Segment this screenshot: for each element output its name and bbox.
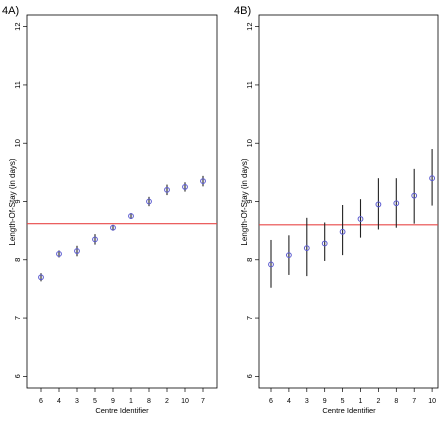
data-point-4a <box>56 251 62 257</box>
y-axis-label-4a: Length-Of-Stay (in days) <box>8 158 17 245</box>
x-tick-label-4a: 6 <box>39 398 43 405</box>
x-axis-label-4a: Centre Identifier <box>95 406 149 415</box>
data-point-4b <box>303 245 310 252</box>
x-tick-label-4b: 10 <box>428 398 436 405</box>
plot-frame-4a <box>26 14 218 389</box>
y-tick-label-4a: 12 <box>13 22 22 30</box>
data-point-4b <box>321 240 328 247</box>
y-tick-label-4b: 12 <box>245 22 254 30</box>
data-point-4a <box>92 236 98 243</box>
panel-label-4a: 4A) <box>2 5 19 17</box>
data-point-4a <box>200 178 206 185</box>
y-tick-label-4a: 7 <box>13 316 22 320</box>
data-point-4a <box>74 248 80 254</box>
x-tick-label-4b: 5 <box>341 398 345 405</box>
y-tick-label-4b: 10 <box>245 139 254 147</box>
y-axis-label-4b: Length-Of-Stay (in days) <box>240 158 249 245</box>
x-tick-label-4b: 4 <box>287 398 291 405</box>
data-point-4a <box>164 186 170 193</box>
marks-4a: 6 7 8 9 10 11 12 6 4 3 5 9 1 8 2 10 7 <box>13 22 217 405</box>
y-tick-label-4b: 9 <box>245 199 254 203</box>
data-point-4a <box>182 184 188 190</box>
y-tick-label-4a: 9 <box>13 199 22 203</box>
y-tick-label-4a: 11 <box>13 81 22 89</box>
panel-4a: 4A) Length-Of-Stay (in days) Centre Iden… <box>2 5 218 415</box>
data-point-4a <box>110 224 116 231</box>
x-tick-label-4a: 4 <box>57 398 61 405</box>
x-tick-label-4b: 7 <box>412 398 416 405</box>
x-tick-label-4a: 5 <box>93 398 97 405</box>
data-point-4a <box>146 198 152 205</box>
x-tick-label-4b: 9 <box>323 398 327 405</box>
x-tick-label-4b: 3 <box>305 398 309 405</box>
x-tick-label-4a: 9 <box>111 398 115 405</box>
panel-label-4b: 4B) <box>234 5 251 17</box>
x-tick-label-4b: 1 <box>359 398 363 405</box>
data-point-4a <box>38 274 44 281</box>
y-tick-label-4b: 8 <box>245 258 254 262</box>
x-tick-label-4a: 1 <box>129 398 133 405</box>
data-point-4b <box>339 228 346 235</box>
panel-4b: 4B) Length-Of-Stay (in days) Centre Iden… <box>234 5 439 415</box>
data-point-4b <box>375 201 382 208</box>
x-tick-label-4a: 3 <box>75 398 79 405</box>
y-tick-label-4b: 7 <box>245 316 254 320</box>
x-tick-label-4a: 10 <box>181 398 189 405</box>
x-tick-label-4a: 7 <box>201 398 205 405</box>
data-point-4b <box>357 216 364 222</box>
y-tick-label-4b: 6 <box>245 374 254 378</box>
y-tick-label-4b: 11 <box>245 81 254 89</box>
y-tick-label-4a: 10 <box>13 139 22 147</box>
x-tick-label-4b: 8 <box>394 398 398 405</box>
data-point-4b <box>393 200 400 207</box>
x-tick-label-4b: 2 <box>376 398 380 405</box>
data-point-4a <box>128 213 134 219</box>
data-point-4b <box>411 192 418 199</box>
x-tick-label-4a: 8 <box>147 398 151 405</box>
data-point-4b <box>429 175 436 182</box>
x-tick-label-4a: 2 <box>165 398 169 405</box>
data-point-4b <box>268 261 274 268</box>
data-point-4b <box>286 252 292 259</box>
y-tick-label-4a: 6 <box>13 374 22 378</box>
y-tick-label-4a: 8 <box>13 258 22 262</box>
x-axis-label-4b: Centre Identifier <box>322 406 376 415</box>
plot-frame-4b <box>258 14 439 389</box>
x-tick-label-4b: 6 <box>269 398 273 405</box>
